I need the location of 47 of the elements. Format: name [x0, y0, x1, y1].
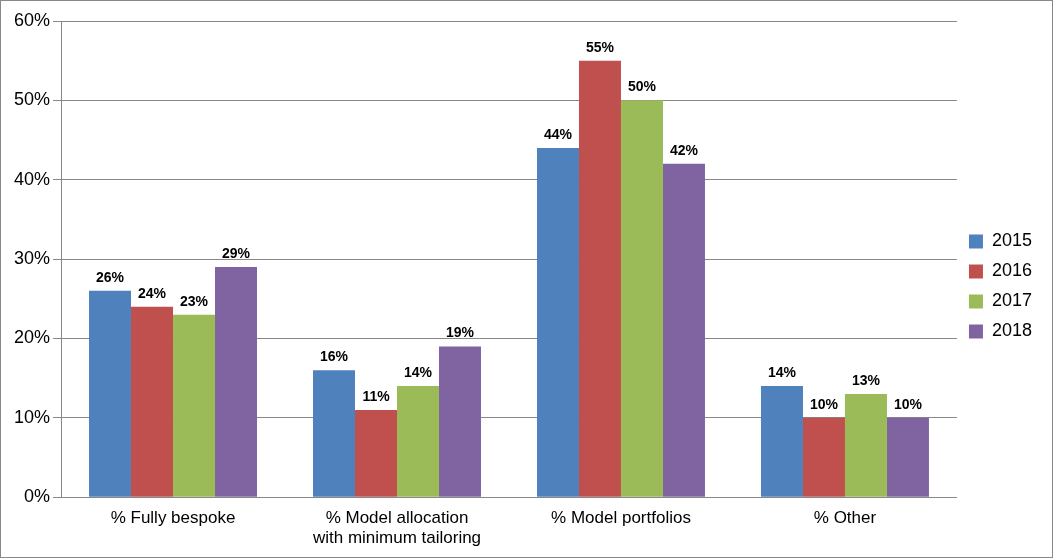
x-tick-label: % Model portfolios [551, 508, 691, 528]
y-tick-label: 20% [14, 327, 51, 348]
bar [89, 290, 132, 497]
bar [662, 163, 705, 497]
data-label: 50% [627, 78, 657, 95]
bar [439, 346, 481, 497]
bar [215, 267, 258, 497]
legend-label: 2016 [991, 260, 1032, 281]
x-tick-label: % Fully bespoke [110, 508, 236, 528]
data-label: 10% [893, 395, 923, 412]
legend-label: 2015 [991, 230, 1032, 251]
bar [578, 60, 621, 497]
data-label: 14% [403, 363, 433, 380]
data-label: 13% [851, 371, 881, 388]
bar [131, 306, 174, 497]
bar [397, 386, 439, 497]
legend-label: 2018 [991, 320, 1032, 341]
y-tick-label: 50% [14, 89, 51, 110]
data-label: 55% [585, 38, 615, 55]
data-label: 14% [767, 363, 797, 380]
bar [536, 147, 579, 497]
data-label: 11% [362, 387, 391, 404]
data-label: 19% [445, 324, 475, 341]
bar [355, 409, 397, 497]
bar [760, 386, 803, 497]
data-label: 42% [669, 141, 699, 158]
data-label: 44% [543, 125, 573, 142]
bar [313, 370, 355, 497]
y-tick-label: 0% [24, 486, 51, 507]
bar [620, 100, 663, 497]
data-label: 16% [319, 348, 349, 365]
y-tick-label: 30% [14, 248, 51, 269]
data-label: 29% [222, 244, 251, 261]
y-tick-label: 10% [14, 406, 51, 427]
data-label: 23% [180, 292, 209, 309]
bar [173, 314, 216, 497]
data-label: 26% [96, 268, 125, 285]
legend-label: 2017 [991, 290, 1032, 311]
bar [886, 417, 929, 497]
y-tick-label: 40% [14, 168, 51, 189]
data-label: 10% [809, 395, 839, 412]
y-tick-label: 60% [14, 9, 51, 30]
bar [802, 417, 845, 497]
x-tick-label: % Other [813, 508, 877, 528]
x-tick-label: % Model allocation with minimum tailoring [311, 508, 482, 548]
data-label: 24% [138, 284, 167, 301]
bar [844, 394, 887, 497]
